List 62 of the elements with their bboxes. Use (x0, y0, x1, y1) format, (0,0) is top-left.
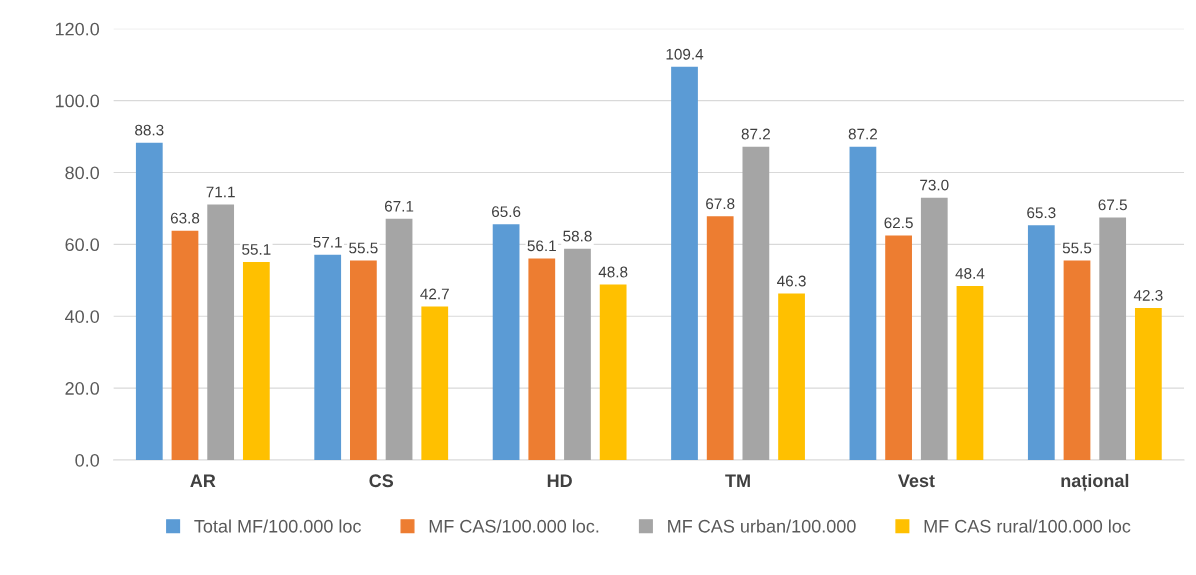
data-label: 57.1 (313, 236, 342, 248)
data-label: 73.0 (920, 179, 949, 191)
data-label: 109.4 (666, 48, 704, 60)
data-label: 88.3 (135, 124, 164, 136)
data-label: 67.1 (384, 200, 414, 212)
bar (492, 224, 520, 460)
y-tick-label: 20.0 (65, 382, 100, 395)
data-label: 42.3 (1133, 289, 1163, 301)
bar (742, 146, 770, 460)
legend-label: Total MF/100.000 loc (194, 519, 361, 533)
y-tick-label: 0.0 (75, 453, 100, 467)
x-tick-label: TM (725, 474, 750, 487)
data-label: 65.3 (1027, 207, 1056, 219)
bar (528, 258, 556, 460)
data-label: 71.1 (206, 186, 235, 198)
data-label: 55.1 (242, 244, 271, 255)
y-tick-label: 40.0 (65, 310, 100, 323)
bar (885, 235, 912, 460)
bar (135, 142, 163, 460)
bar (599, 284, 627, 460)
data-label: 67.8 (706, 198, 735, 210)
data-label: 48.4 (955, 268, 985, 279)
data-label: 63.8 (170, 212, 200, 224)
data-label: 56.1 (527, 240, 556, 252)
bar (350, 260, 377, 460)
bar (1027, 225, 1055, 460)
bar (956, 286, 984, 460)
data-label: 65.6 (492, 206, 521, 218)
bar (1099, 217, 1127, 460)
legend-label: MF CAS rural/100.000 loc (924, 519, 1131, 533)
y-tick-label: 80.0 (65, 166, 100, 180)
bar (1063, 260, 1091, 460)
x-tick-label: AR (190, 474, 216, 487)
y-tick-label: 120.0 (55, 22, 100, 36)
legend-label: MF CAS urban/100.000 (668, 519, 856, 533)
bar (706, 216, 734, 460)
bar (207, 204, 235, 460)
data-label: 87.2 (741, 128, 770, 140)
bar (242, 261, 270, 460)
data-label: 55.5 (349, 242, 378, 254)
legend-label: MF CAS/100.000 loc. (429, 519, 599, 533)
data-label: 58.8 (563, 230, 592, 242)
data-label: 55.5 (1062, 242, 1092, 254)
bar (849, 146, 877, 460)
x-tick-label: național (1061, 473, 1129, 492)
bar (171, 230, 199, 460)
data-label: 62.5 (884, 217, 913, 229)
bar (778, 293, 805, 460)
data-label: 42.7 (420, 288, 449, 300)
x-tick-label: CS (369, 474, 394, 488)
bar (314, 254, 342, 460)
data-label: 67.5 (1098, 199, 1127, 211)
y-tick-label: 60.0 (65, 238, 100, 252)
x-tick-label: Vest (897, 474, 935, 488)
y-tick-label: 100.0 (55, 94, 100, 108)
data-label: 46.3 (777, 275, 806, 287)
x-tick-label: HD (547, 474, 572, 487)
data-label: 87.2 (848, 128, 878, 140)
bar (920, 197, 948, 460)
bar (421, 306, 449, 460)
data-label: 48.8 (598, 266, 628, 278)
bar (564, 248, 591, 460)
